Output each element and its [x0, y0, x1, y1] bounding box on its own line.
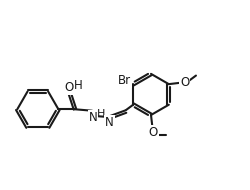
Text: O: O — [180, 76, 189, 89]
Text: O: O — [64, 81, 73, 94]
Text: O: O — [148, 126, 158, 139]
Text: H: H — [74, 79, 82, 92]
Text: N: N — [88, 111, 97, 124]
Text: N: N — [105, 116, 114, 129]
Text: Br: Br — [118, 74, 131, 87]
Text: H: H — [97, 109, 105, 119]
